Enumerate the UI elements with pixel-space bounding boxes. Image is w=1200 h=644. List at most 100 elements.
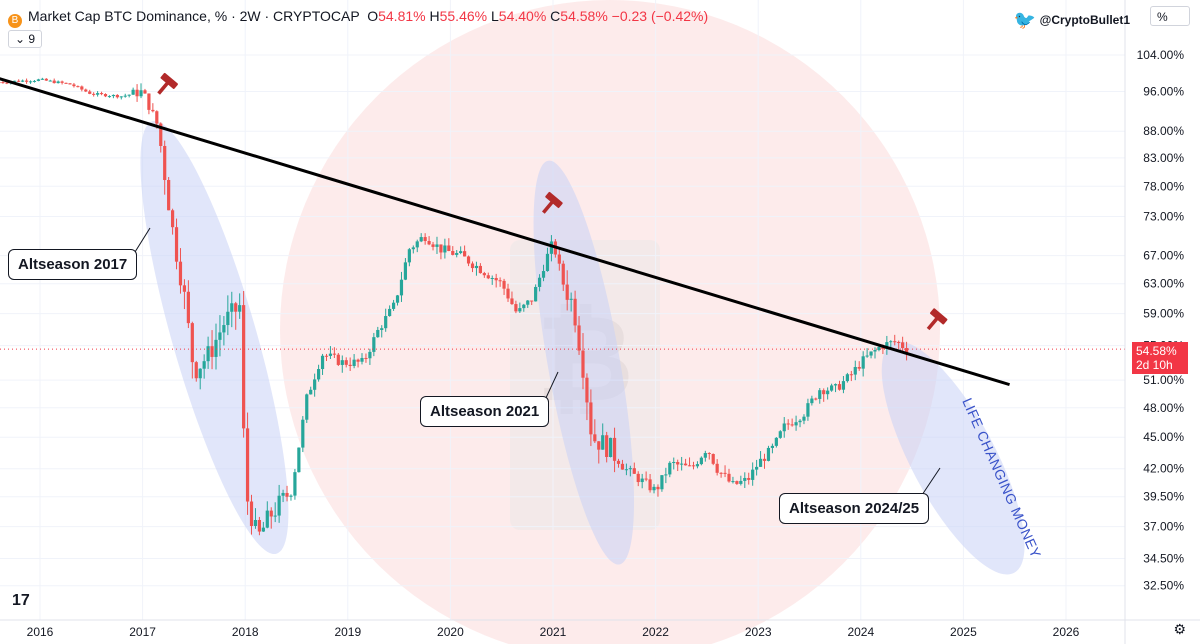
candle-body: [123, 95, 127, 97]
candle-body: [313, 379, 317, 390]
candle-body: [676, 462, 680, 465]
candle-body: [48, 80, 52, 82]
y-tick-label: 34.50%: [1143, 551, 1184, 565]
y-tick-label: 73.00%: [1143, 209, 1184, 223]
candle-body: [758, 458, 763, 467]
y-tick-label: 67.00%: [1143, 249, 1184, 263]
candle-body: [474, 265, 479, 269]
candle-body: [470, 263, 475, 269]
candle-body: [786, 423, 790, 425]
candle-body: [612, 437, 617, 461]
candle-body: [506, 288, 510, 299]
candle-body: [380, 328, 384, 330]
candle-body: [518, 308, 522, 312]
candle-body: [427, 241, 431, 245]
candle-body: [814, 398, 818, 400]
candle-body: [293, 472, 297, 496]
candle-body: [147, 93, 151, 110]
candle-body: [431, 244, 435, 247]
candle-body: [170, 210, 175, 228]
y-axis[interactable]: 104.00% 96.00% 88.00% 83.00% 78.00% 73.00% 67.…: [1124, 0, 1184, 644]
x-tick-label: 2017: [129, 625, 156, 639]
candle-body: [451, 251, 455, 255]
candle-body: [510, 298, 514, 305]
x-tick-label: 2018: [232, 625, 259, 639]
candle-body: [174, 227, 179, 262]
indicator-count: 9: [28, 32, 36, 46]
candle-body: [24, 80, 29, 82]
candle-body: [829, 385, 834, 391]
trendline[interactable]: [0, 74, 1011, 387]
candle-body: [84, 89, 88, 92]
candle-body: [159, 123, 163, 146]
candle-body: [13, 80, 17, 82]
candle-body: [44, 78, 48, 81]
candle-body: [395, 295, 400, 303]
candle-body: [478, 265, 482, 274]
candle-body: [99, 93, 104, 95]
candle-body: [202, 361, 206, 369]
x-axis[interactable]: 2016 2017 2018 2019 2020 2021 2022 2023 2024 2025…: [0, 619, 1200, 639]
y-tick-label: 37.00%: [1143, 520, 1184, 534]
candle-body: [372, 337, 376, 352]
candle-body: [605, 435, 609, 458]
indicators-toggle[interactable]: ⌄ 9: [8, 30, 43, 48]
candle-body: [155, 111, 159, 124]
candle-body: [893, 341, 897, 343]
candle-body: [790, 424, 794, 426]
candle-body: [680, 463, 684, 465]
candle-body: [822, 390, 826, 395]
candle-body: [5, 82, 9, 84]
candle-body: [624, 469, 628, 471]
candle-body: [167, 180, 171, 211]
candle-body: [56, 81, 60, 84]
callout-pointer: [544, 371, 559, 401]
candle-body: [218, 332, 222, 340]
candle-body: [616, 460, 621, 464]
settings-gear-icon[interactable]: ⚙: [1173, 621, 1186, 637]
candle-body: [490, 278, 494, 280]
percent-scale-button[interactable]: %: [1150, 6, 1190, 26]
candle-body: [695, 464, 700, 467]
tradingview-logo[interactable]: 17: [12, 592, 30, 609]
candle-body: [297, 447, 301, 473]
candle-body: [107, 96, 112, 98]
y-tick-label: 51.00%: [1143, 373, 1184, 387]
y-tick-label: 88.00%: [1143, 124, 1184, 138]
candle-body: [751, 469, 755, 480]
candle-body: [802, 416, 806, 421]
candle-body: [687, 465, 692, 467]
candle-body: [482, 273, 486, 276]
y-tick-label: 32.50%: [1143, 579, 1184, 593]
candle-body: [644, 478, 648, 480]
candle-body: [257, 519, 262, 532]
candle-body: [865, 355, 869, 357]
candle-body: [103, 94, 108, 97]
candle-body: [463, 251, 467, 257]
candle-body: [238, 305, 242, 312]
twitter-bird-icon: 🐦: [1013, 10, 1037, 30]
candle-body: [1, 82, 5, 84]
candle-body: [901, 342, 905, 349]
candle-body: [52, 80, 56, 84]
candle-body: [660, 475, 664, 490]
candle-body: [609, 437, 613, 458]
candle-body: [111, 94, 115, 97]
candle-body: [514, 304, 518, 312]
chart-title: Market Cap BTC Dominance, % · 2W · CRYPT…: [28, 8, 360, 24]
open-label: O: [367, 8, 379, 24]
candle-body: [841, 381, 846, 390]
x-tick-label: 2023: [745, 625, 772, 639]
hammer-markers: [157, 72, 948, 331]
y-tick-label: 63.00%: [1143, 277, 1184, 291]
candle-body: [565, 284, 569, 300]
candle-body: [206, 346, 210, 362]
candle-body: [305, 394, 309, 420]
candle-body: [455, 253, 459, 255]
candle-body: [76, 86, 80, 88]
candle-body: [68, 83, 72, 85]
callout-pointer: [134, 227, 151, 253]
candle-body: [340, 360, 344, 365]
last-price-label: 54.58% 2d 10h: [1132, 342, 1188, 374]
